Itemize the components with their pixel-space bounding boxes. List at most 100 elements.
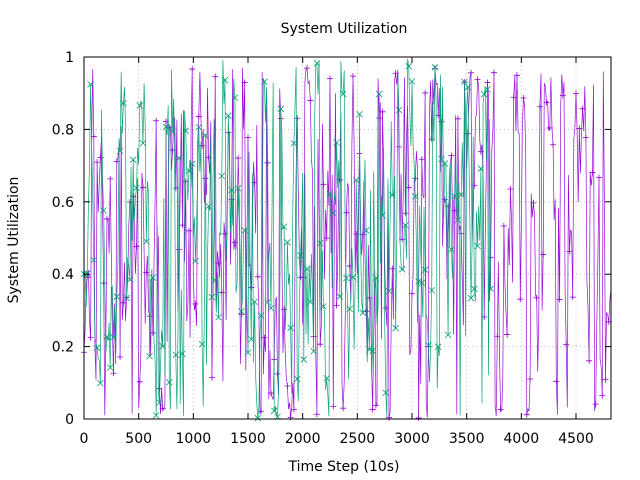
series-point bbox=[245, 134, 252, 141]
x-tick-label: 0 bbox=[80, 431, 89, 447]
series-point bbox=[402, 221, 409, 229]
x-tick-label: 1500 bbox=[230, 431, 266, 447]
series-point bbox=[189, 66, 196, 73]
series-point bbox=[185, 227, 192, 234]
series-point bbox=[415, 415, 422, 422]
series-point bbox=[307, 97, 314, 104]
series-point bbox=[448, 152, 455, 159]
series-point bbox=[238, 311, 245, 318]
series-point bbox=[343, 209, 350, 216]
series-point bbox=[323, 374, 331, 382]
series-markers-2 bbox=[80, 59, 495, 422]
series-point bbox=[159, 405, 166, 412]
series-point bbox=[457, 191, 465, 198]
series-point bbox=[172, 351, 180, 359]
y-tick-label: 0.8 bbox=[52, 122, 74, 138]
series-point bbox=[199, 142, 206, 149]
series-point bbox=[231, 239, 238, 246]
series-point bbox=[533, 294, 540, 301]
series-point bbox=[94, 159, 101, 166]
series-point bbox=[215, 260, 222, 267]
series-point bbox=[327, 75, 334, 82]
series-point bbox=[110, 333, 117, 341]
series-point bbox=[573, 90, 580, 97]
y-tick-label: 0.4 bbox=[52, 267, 74, 283]
series-point bbox=[300, 356, 308, 363]
series-point bbox=[107, 175, 114, 182]
x-tick-label: 1000 bbox=[176, 431, 212, 447]
series-point bbox=[284, 239, 291, 246]
series-point bbox=[264, 299, 271, 306]
x-tick-label: 2500 bbox=[340, 431, 376, 447]
series-point bbox=[106, 364, 114, 371]
series-point bbox=[244, 349, 252, 356]
series-point bbox=[589, 169, 596, 176]
series-point bbox=[287, 324, 294, 332]
series-point bbox=[576, 125, 583, 132]
series-point bbox=[270, 407, 278, 415]
series-point bbox=[369, 406, 376, 413]
series-point bbox=[234, 185, 242, 192]
series-point bbox=[464, 130, 471, 137]
series-point bbox=[389, 265, 396, 272]
series-point bbox=[103, 333, 111, 340]
series-point bbox=[382, 305, 389, 312]
series-point bbox=[126, 199, 133, 206]
series-point bbox=[126, 276, 134, 284]
series-point bbox=[445, 203, 452, 210]
series-point bbox=[330, 209, 337, 217]
series-point bbox=[523, 411, 530, 418]
series-point bbox=[304, 65, 311, 72]
x-tick-label: 3000 bbox=[394, 431, 430, 447]
series-point bbox=[336, 293, 344, 300]
series-point bbox=[153, 117, 160, 124]
series-point bbox=[218, 172, 226, 180]
series-point bbox=[602, 376, 609, 383]
series-point bbox=[110, 370, 117, 377]
series-point bbox=[254, 414, 262, 422]
series-point bbox=[412, 175, 419, 182]
series-point bbox=[543, 99, 550, 106]
series-point bbox=[100, 280, 107, 287]
series-point bbox=[418, 279, 426, 287]
series-point bbox=[491, 69, 498, 76]
series-point bbox=[212, 73, 219, 80]
series-point bbox=[159, 342, 167, 350]
x-axis-label: Time Step (10s) bbox=[287, 459, 399, 475]
series-point bbox=[599, 392, 606, 399]
series-point bbox=[474, 242, 481, 250]
series-point bbox=[317, 341, 324, 348]
series-point bbox=[293, 375, 301, 383]
series-point bbox=[507, 185, 514, 192]
series-point bbox=[117, 353, 124, 360]
series-point bbox=[343, 274, 350, 282]
series-point bbox=[241, 227, 249, 234]
series-point bbox=[556, 296, 563, 303]
series-point bbox=[484, 86, 491, 93]
series-point bbox=[93, 344, 101, 351]
series-point bbox=[123, 294, 130, 302]
series-point bbox=[274, 370, 281, 377]
series-point bbox=[143, 238, 150, 245]
series-point bbox=[389, 191, 396, 199]
series-point bbox=[352, 176, 360, 184]
series-point bbox=[454, 216, 462, 224]
series-point bbox=[182, 127, 189, 135]
series-point bbox=[267, 304, 275, 312]
series-point bbox=[540, 251, 547, 258]
series-point bbox=[185, 167, 193, 174]
series-point bbox=[152, 412, 160, 419]
series-point bbox=[497, 406, 504, 413]
series-point bbox=[356, 110, 363, 118]
series-point bbox=[228, 186, 235, 194]
series-point bbox=[202, 132, 209, 139]
series-point bbox=[392, 324, 399, 332]
series-point bbox=[139, 139, 147, 147]
series-point bbox=[428, 286, 435, 294]
series-point bbox=[536, 103, 543, 110]
series-point bbox=[454, 115, 461, 122]
series-point bbox=[208, 293, 216, 301]
series-point bbox=[550, 141, 557, 148]
series-point bbox=[418, 156, 425, 163]
series-point bbox=[438, 155, 445, 163]
